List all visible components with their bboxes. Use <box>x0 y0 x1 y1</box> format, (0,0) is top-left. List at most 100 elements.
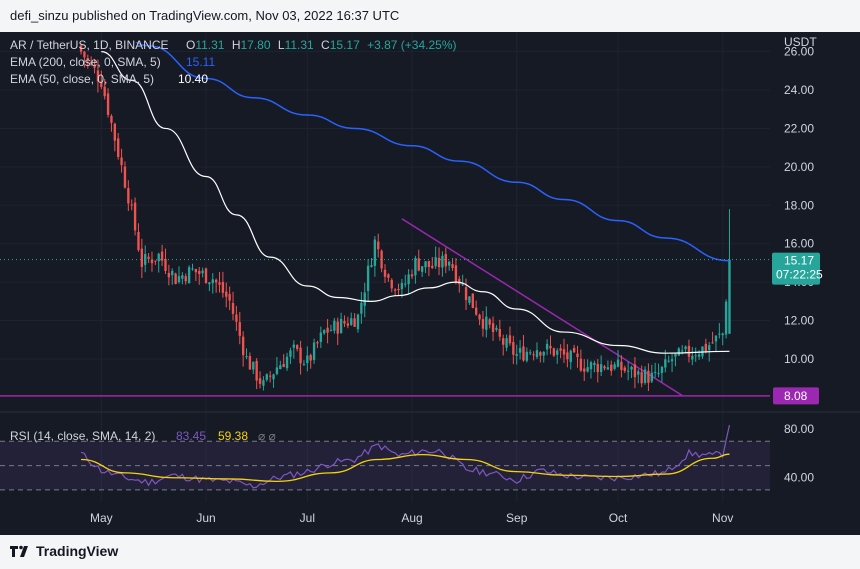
candle-body <box>137 231 140 251</box>
candle-body <box>241 336 245 356</box>
candle-body <box>637 371 640 375</box>
time-axis-label-3: Aug <box>401 511 422 525</box>
candle-body <box>285 356 289 369</box>
candle-body <box>660 366 664 373</box>
candle-body <box>110 115 113 123</box>
candle-body <box>410 274 414 277</box>
candle-body <box>414 258 417 276</box>
candle-body <box>214 279 218 283</box>
ema50-label[interactable]: EMA (50, close, 0, SMA, 5) <box>10 72 154 86</box>
candle-body <box>431 265 434 268</box>
candle-body <box>154 260 157 262</box>
candle-body <box>437 257 441 268</box>
candle-body <box>346 323 350 326</box>
rsi-label[interactable]: RSI (14, close, SMA, 14, 2) <box>10 429 155 443</box>
candle-body <box>677 348 680 356</box>
candle-body <box>495 327 498 330</box>
candle-body <box>613 364 616 369</box>
time-axis-label-1: Jun <box>196 511 215 525</box>
candle-body <box>424 261 427 268</box>
candle-body <box>640 372 643 384</box>
candle-body <box>177 276 181 283</box>
candle-body <box>103 86 106 97</box>
trendline[interactable] <box>401 218 683 397</box>
candle-body <box>164 258 167 271</box>
candle-body <box>626 370 630 372</box>
support-price-label: 8.08 <box>784 389 808 403</box>
change-value: +3.87 (+34.25%) <box>367 38 456 52</box>
price-axis-label-1: 24.00 <box>784 83 814 97</box>
candle-body <box>417 258 420 271</box>
candle-body <box>329 329 333 331</box>
tradingview-logo[interactable]: TradingView <box>10 543 118 559</box>
candle-body <box>447 261 451 266</box>
candle-body <box>279 365 282 370</box>
candle-body <box>529 352 532 354</box>
candle-body <box>653 372 657 374</box>
candle-body <box>83 51 86 58</box>
candle-body <box>231 303 235 314</box>
candle-body <box>96 70 100 82</box>
candle-body <box>397 288 400 291</box>
price-chart-svg[interactable]: May Jun Jul Aug Sep Oct Nov 26.00 24.00 22.00 20.0… <box>0 32 860 535</box>
candle-body <box>589 362 593 370</box>
footer-bar: TradingView <box>0 535 860 569</box>
currency-unit: USDT <box>784 35 817 49</box>
candle-body <box>90 62 93 64</box>
symbol-label[interactable]: AR / TetherUS, 1D, BINANCE <box>10 38 169 52</box>
candle-body <box>262 380 265 386</box>
rsi-sma-line <box>81 453 730 483</box>
close-label: C <box>321 38 330 52</box>
candle-body <box>475 307 478 315</box>
candle-body <box>235 314 238 322</box>
candle-body <box>657 373 660 375</box>
rsi-sma-value: 59.38 <box>218 429 248 443</box>
candle-body <box>174 273 177 285</box>
candle-body <box>512 342 515 355</box>
high-value: 17.80 <box>241 38 271 52</box>
candle-body <box>255 360 258 381</box>
candle-body <box>228 293 231 301</box>
candle-body <box>400 283 404 290</box>
candle-body <box>606 367 610 370</box>
publisher-text: defi_sinzu published on TradingView.com,… <box>10 8 400 23</box>
rsi-extra-icons[interactable]: ⌀ ⌀ <box>258 429 276 443</box>
candle-body <box>160 251 164 261</box>
candle-body <box>272 374 275 380</box>
publisher-header: defi_sinzu published on TradingView.com,… <box>0 0 860 32</box>
price-axis-label-8: 10.00 <box>784 352 814 366</box>
ema200-label[interactable]: EMA (200, close, 0, SMA, 5) <box>10 55 161 69</box>
candle-body <box>316 342 319 344</box>
candle-body <box>363 292 366 306</box>
candle-body <box>147 256 150 259</box>
candle-body <box>390 279 393 289</box>
candle-body <box>444 254 447 267</box>
candle-body <box>711 342 714 344</box>
candle-body <box>333 320 336 331</box>
candle-body <box>468 296 471 303</box>
candle-body <box>674 353 677 357</box>
candle-body <box>258 378 262 384</box>
candle-body <box>184 276 187 282</box>
candle-body <box>171 270 174 276</box>
candle-body <box>532 354 535 356</box>
chart-area[interactable]: May Jun Jul Aug Sep Oct Nov 26.00 24.00 22.00 20.0… <box>0 32 860 535</box>
price-axis-label-5: 16.00 <box>784 237 814 251</box>
candle-body <box>275 367 279 375</box>
candle-body <box>302 363 306 365</box>
candle-body <box>211 279 214 284</box>
rsi-value: 83.45 <box>176 429 206 443</box>
candle-body <box>427 261 431 267</box>
candle-body <box>572 347 576 353</box>
candle-body <box>339 318 343 334</box>
candle-body <box>204 268 208 284</box>
candle-body <box>336 321 339 334</box>
candle-body <box>464 287 468 300</box>
candle-body <box>265 374 268 380</box>
candle-body <box>282 363 285 367</box>
candle-body <box>245 356 248 358</box>
candle-body <box>549 345 552 349</box>
candle-body <box>556 350 559 355</box>
candle-body <box>498 329 502 337</box>
ohlc-legend: AR / TetherUS, 1D, BINANCE O11.31 H17.80… <box>10 38 457 443</box>
